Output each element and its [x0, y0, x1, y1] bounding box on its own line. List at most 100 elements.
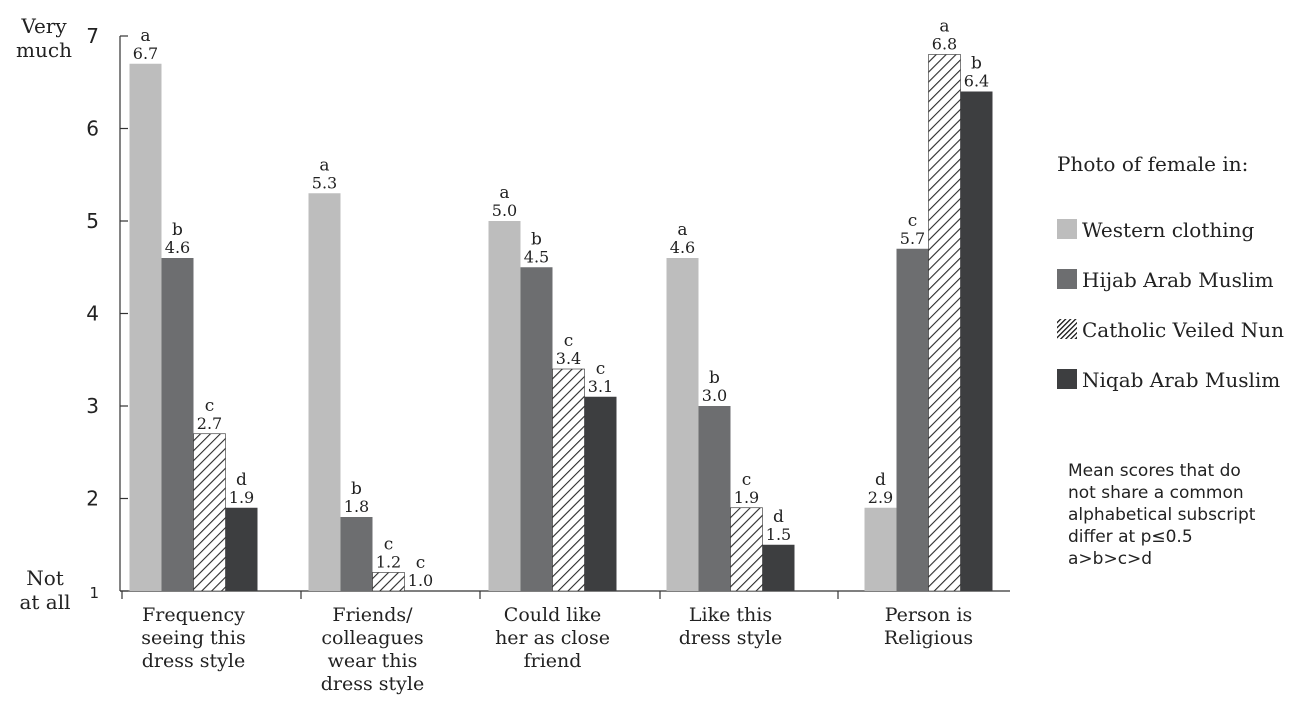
- legend-label-hijab: Hijab Arab Muslim: [1082, 268, 1274, 292]
- x-category-label: Like this dress style: [679, 604, 782, 649]
- legend-label-nun: Catholic Veiled Nun: [1082, 318, 1285, 342]
- bar-value-label: 5.7: [900, 229, 925, 248]
- bar-subscript-label: c: [416, 553, 426, 573]
- bar-value-label: 2.7: [197, 414, 222, 433]
- bar-subscript-label: a: [319, 155, 329, 175]
- bar: [308, 193, 341, 591]
- bar: [584, 396, 617, 591]
- x-category-label: Friends/colleagues wear this dress style: [321, 604, 424, 695]
- bar-subscript-label: c: [205, 396, 215, 416]
- bar-value-label: 4.6: [670, 238, 695, 257]
- bar-value-label: 1.9: [229, 488, 254, 507]
- y-tick-label: 6: [86, 117, 99, 141]
- bar: [340, 517, 373, 591]
- bar-subscript-label: d: [875, 470, 886, 490]
- bar-subscript-label: c: [742, 470, 752, 490]
- significance-note: Mean scores that do not share a common a…: [1068, 460, 1289, 570]
- bar-value-label: 3.0: [702, 386, 727, 405]
- legend-swatch-hijab: [1057, 269, 1077, 289]
- bar-subscript-label: b: [971, 54, 982, 74]
- note-line: differ at p≤0.5: [1068, 527, 1193, 547]
- x-category-label-line: dress style: [679, 627, 782, 649]
- note-line: alphabetical subscript: [1068, 505, 1256, 525]
- bar: [488, 221, 521, 591]
- x-category-label-line: Frequency: [142, 604, 245, 626]
- bar-subscript-label: a: [677, 220, 687, 240]
- bar-subscript-label: b: [351, 479, 362, 499]
- y-tick-label: 5: [86, 209, 99, 233]
- x-category-label-line: Friends/: [332, 604, 413, 626]
- bar-value-label: 1.8: [344, 497, 369, 516]
- bar-value-label: 6.4: [964, 72, 989, 91]
- bar-subscript-label: a: [939, 17, 949, 37]
- bar-value-label: 3.4: [556, 349, 581, 368]
- bar-subscript-label: d: [773, 507, 784, 527]
- bar-subscript-label: a: [499, 183, 509, 203]
- x-category-label: Frequency seeing this dress style: [141, 604, 245, 672]
- bar: [666, 258, 699, 591]
- legend-swatch-niqab: [1057, 369, 1077, 389]
- bar-value-label: 1.2: [376, 553, 401, 572]
- bar: [372, 572, 405, 592]
- bar: [730, 507, 763, 592]
- legend-swatch-nun: [1057, 319, 1077, 339]
- legend-label-western: Western clothing: [1082, 218, 1255, 242]
- y-tick-label: 2: [86, 487, 99, 511]
- bar: [960, 91, 993, 591]
- bar-subscript-label: b: [709, 368, 720, 388]
- x-category-label-line: seeing this: [141, 627, 245, 649]
- bar-value-label: 2.9: [868, 488, 893, 507]
- bar: [552, 368, 585, 592]
- bar-value-label: 4.5: [524, 247, 549, 266]
- legend-title: Photo of female in:: [1057, 152, 1249, 176]
- bar-value-label: 3.1: [588, 377, 613, 396]
- y-bottom-label-line-2: at all: [19, 590, 71, 614]
- y-tick-label: 7: [86, 24, 99, 48]
- bar: [520, 267, 553, 591]
- bars: [129, 54, 993, 592]
- bar: [864, 507, 897, 591]
- y-tick-label: 3: [86, 394, 99, 418]
- x-category-label: Person is Religious: [884, 604, 973, 649]
- note-line: Mean scores that do: [1068, 461, 1241, 481]
- bar-labels: 6.7a5.3a5.0a4.6a2.9d4.6b1.8b4.5b3.0b5.7c…: [133, 17, 989, 591]
- x-category-label-line: friend: [524, 650, 582, 672]
- bar-subscript-label: c: [564, 331, 574, 351]
- bar-value-label: 6.7: [133, 44, 158, 63]
- x-category-label-line: colleagues: [321, 627, 423, 649]
- bar-value-label: 5.0: [492, 201, 517, 220]
- bar: [193, 433, 226, 592]
- y-bottom-label: Not at all: [12, 566, 78, 614]
- legend-swatch-western: [1057, 219, 1077, 239]
- x-category-label-line: Like this: [689, 604, 772, 626]
- bar-subscript-label: c: [908, 211, 918, 231]
- bar: [225, 507, 258, 591]
- bar-value-label: 4.6: [165, 238, 190, 257]
- bar: [896, 248, 929, 591]
- y-tick-label: 4: [86, 302, 99, 326]
- bar-value-label: 6.8: [932, 35, 957, 54]
- y-top-label: Very much: [14, 14, 74, 62]
- x-category-label-line: Religious: [884, 627, 973, 649]
- x-category-label-line: Person is: [885, 604, 973, 626]
- x-category-label: Could like her as close friend: [495, 604, 610, 672]
- note-line: a>b>c>d: [1068, 549, 1153, 569]
- bar: [762, 544, 795, 591]
- bar-value-label: 1.5: [766, 525, 791, 544]
- bar-value-label: 5.3: [312, 173, 337, 192]
- y-bottom-label-line-1: Not: [26, 566, 64, 590]
- x-category-label-line: dress style: [142, 650, 245, 672]
- bar-value-label: 1.0: [408, 571, 433, 590]
- y-tick-label: 1: [89, 584, 99, 602]
- bar-subscript-label: a: [140, 26, 150, 46]
- bar-value-label: 1.9: [734, 488, 759, 507]
- x-category-label-line: Could like: [504, 604, 601, 626]
- x-category-label-line: wear this: [328, 650, 418, 672]
- bar: [928, 54, 961, 592]
- bar-subscript-label: b: [172, 220, 183, 240]
- bar-subscript-label: c: [384, 535, 394, 555]
- y-top-label-line-1: Very: [21, 14, 67, 38]
- bar: [161, 258, 194, 591]
